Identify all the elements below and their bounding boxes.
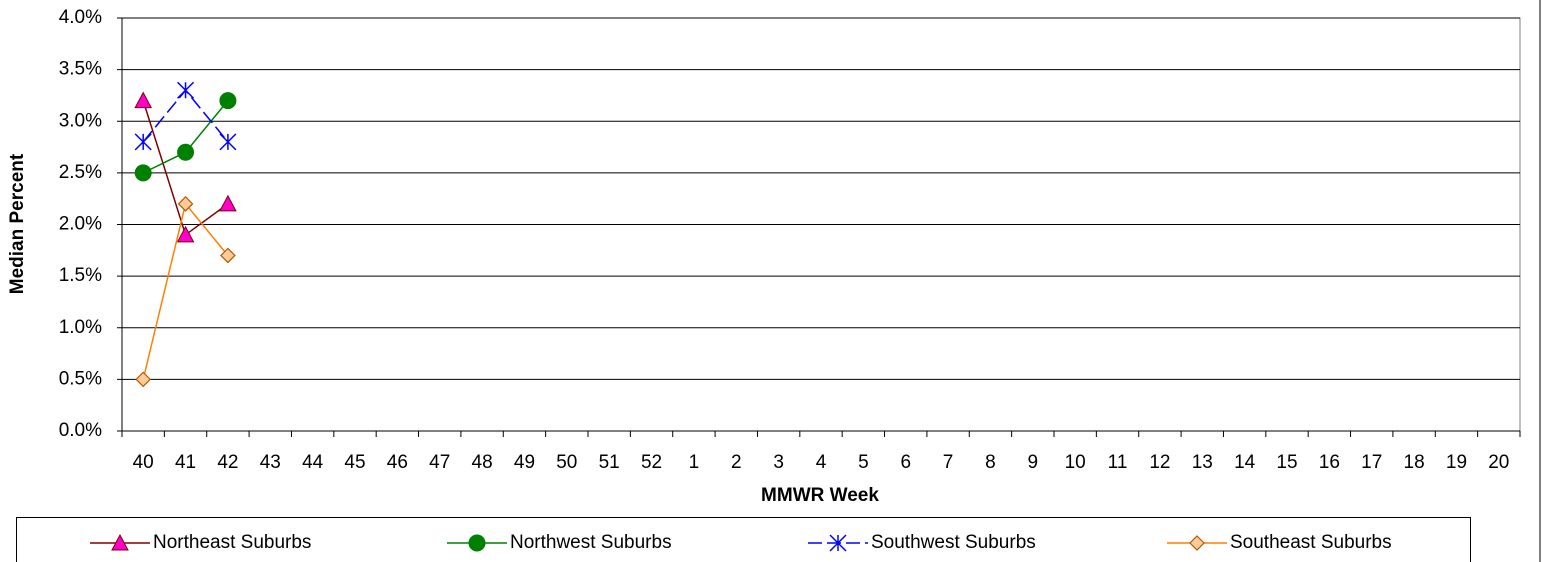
x-tick-label: 52 — [641, 452, 662, 473]
y-tick-label: 4.0% — [59, 7, 102, 28]
x-tick-label: 3 — [773, 452, 784, 473]
legend-label: Southeast Suburbs — [1230, 532, 1392, 553]
x-tick-label: 50 — [556, 452, 577, 473]
legend-marker — [1189, 535, 1205, 551]
y-tick-label: 2.0% — [59, 214, 102, 235]
legend-label: Southwest Suburbs — [871, 532, 1036, 553]
marker — [219, 194, 237, 212]
x-tick-label: 15 — [1276, 452, 1297, 473]
x-tick-label: 20 — [1488, 452, 1509, 473]
marker — [177, 143, 195, 161]
legend-label: Northeast Suburbs — [153, 532, 311, 553]
x-tick-label: 11 — [1108, 452, 1128, 473]
marker — [220, 247, 236, 264]
x-tick-label: 12 — [1149, 452, 1170, 473]
marker — [134, 133, 152, 151]
marker — [177, 196, 194, 212]
marker — [135, 371, 152, 388]
y-tick-label: 1.5% — [59, 265, 102, 286]
legend-marker — [829, 534, 847, 552]
y-tick-label: 0.5% — [59, 368, 102, 389]
y-tick-label: 3.0% — [59, 110, 102, 131]
x-tick-label: 16 — [1319, 452, 1340, 473]
x-tick-label: 18 — [1404, 452, 1425, 473]
legend-box — [16, 517, 1471, 562]
x-tick-label: 43 — [260, 452, 281, 473]
x-tick-label: 49 — [514, 452, 535, 473]
x-tick-label: 51 — [599, 452, 620, 473]
x-tick-label: 4 — [816, 452, 827, 473]
legend-label: Northwest Suburbs — [510, 532, 672, 553]
y-tick-label: 0.0% — [59, 420, 102, 441]
x-tick-label: 44 — [302, 452, 324, 473]
x-tick-label: 1 — [689, 452, 700, 473]
x-tick-label: 17 — [1361, 452, 1382, 473]
x-tick-label: 13 — [1192, 452, 1213, 473]
x-tick-label: 9 — [1028, 452, 1039, 473]
x-tick-label: 7 — [943, 452, 954, 473]
legend-marker — [111, 533, 129, 551]
marker — [176, 225, 195, 243]
x-tick-label: 8 — [985, 452, 996, 473]
x-tick-label: 41 — [175, 452, 196, 473]
y-tick-label: 2.5% — [59, 162, 102, 183]
x-tick-label: 14 — [1234, 452, 1256, 473]
marker — [134, 91, 153, 109]
x-tick-label: 45 — [344, 452, 365, 473]
x-tick-label: 48 — [472, 452, 493, 473]
x-axis-title: MMWR Week — [761, 485, 879, 506]
marker — [177, 81, 195, 99]
x-tick-label: 46 — [387, 452, 408, 473]
x-tick-label: 2 — [731, 452, 742, 473]
y-tick-label: 1.0% — [59, 317, 102, 338]
x-tick-label: 40 — [133, 452, 154, 473]
marker — [219, 92, 237, 110]
y-axis-title: Median Percent — [7, 153, 28, 294]
x-tick-label: 6 — [900, 452, 911, 473]
x-tick-label: 47 — [429, 452, 450, 473]
x-tick-label: 42 — [217, 452, 238, 473]
marker — [219, 133, 237, 151]
legend-marker — [468, 534, 486, 552]
y-tick-label: 3.5% — [59, 59, 102, 80]
x-tick-label: 10 — [1065, 452, 1086, 473]
x-tick-label: 19 — [1446, 452, 1467, 473]
marker — [134, 164, 152, 182]
x-tick-label: 5 — [858, 452, 869, 473]
